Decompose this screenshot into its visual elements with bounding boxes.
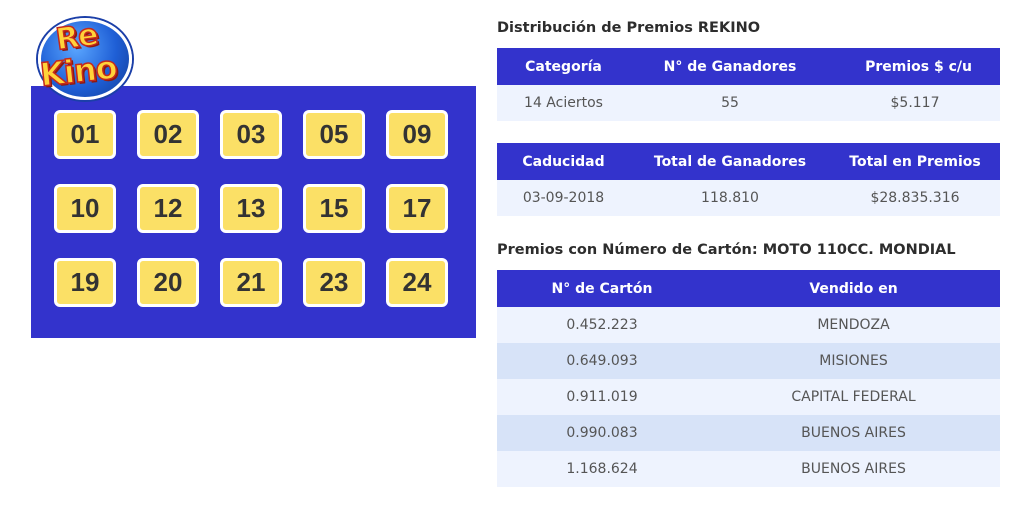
table-cell: MISIONES <box>707 343 1000 379</box>
table-cell: 03-09-2018 <box>497 180 630 216</box>
table-cell: MENDOZA <box>707 307 1000 343</box>
table-header-row: N° de Cartón Vendido en <box>497 270 1000 307</box>
column-header: Total de Ganadores <box>630 143 830 180</box>
column-header: Caducidad <box>497 143 630 180</box>
table-cell: 14 Aciertos <box>497 85 630 121</box>
table-row: 0.990.083 BUENOS AIRES <box>497 415 1000 451</box>
drawn-number: 19 <box>54 258 116 307</box>
drawn-number: 10 <box>54 184 116 233</box>
drawn-number: 23 <box>303 258 365 307</box>
drawn-number: 03 <box>220 110 282 159</box>
summary-table: Caducidad Total de Ganadores Total en Pr… <box>497 143 1000 216</box>
table-cell: 0.990.083 <box>497 415 707 451</box>
table-cell: 0.649.093 <box>497 343 707 379</box>
table-row: 1.168.624 BUENOS AIRES <box>497 451 1000 487</box>
carton-prizes-title: Premios con Número de Cartón: MOTO 110CC… <box>497 242 956 258</box>
drawn-numbers-board: 01 02 03 05 09 10 12 13 15 17 19 20 21 2… <box>31 86 476 338</box>
drawn-number: 17 <box>386 184 448 233</box>
table-row: 03-09-2018 118.810 $28.835.316 <box>497 180 1000 216</box>
table-cell: BUENOS AIRES <box>707 451 1000 487</box>
table-cell: 1.168.624 <box>497 451 707 487</box>
column-header: Total en Premios <box>830 143 1000 180</box>
drawn-number: 09 <box>386 110 448 159</box>
drawn-number: 02 <box>137 110 199 159</box>
drawn-number: 12 <box>137 184 199 233</box>
column-header: Premios $ c/u <box>830 48 1000 85</box>
table-cell: 118.810 <box>630 180 830 216</box>
logo-text-kino: Kino <box>37 47 119 94</box>
distribution-table: Categoría N° de Ganadores Premios $ c/u … <box>497 48 1000 121</box>
drawn-number: 01 <box>54 110 116 159</box>
distribution-title: Distribución de Premios REKINO <box>497 20 761 36</box>
table-cell: BUENOS AIRES <box>707 415 1000 451</box>
rekino-logo: Re Kino <box>36 17 132 100</box>
table-row: 0.452.223 MENDOZA <box>497 307 1000 343</box>
table-cell: $5.117 <box>830 85 1000 121</box>
drawn-number: 24 <box>386 258 448 307</box>
table-cell: 0.911.019 <box>497 379 707 415</box>
drawn-number: 21 <box>220 258 282 307</box>
table-row: 14 Aciertos 55 $5.117 <box>497 85 1000 121</box>
table-cell: 0.452.223 <box>497 307 707 343</box>
column-header: Categoría <box>497 48 630 85</box>
drawn-number: 15 <box>303 184 365 233</box>
table-header-row: Categoría N° de Ganadores Premios $ c/u <box>497 48 1000 85</box>
table-cell: CAPITAL FEDERAL <box>707 379 1000 415</box>
column-header: N° de Ganadores <box>630 48 830 85</box>
carton-prizes-table: N° de Cartón Vendido en 0.452.223 MENDOZ… <box>497 270 1000 487</box>
drawn-number: 05 <box>303 110 365 159</box>
drawn-number: 20 <box>137 258 199 307</box>
table-row: 0.649.093 MISIONES <box>497 343 1000 379</box>
column-header: Vendido en <box>707 270 1000 307</box>
column-header: N° de Cartón <box>497 270 707 307</box>
table-cell: 55 <box>630 85 830 121</box>
logo-badge <box>38 18 132 100</box>
table-header-row: Caducidad Total de Ganadores Total en Pr… <box>497 143 1000 180</box>
drawn-number: 13 <box>220 184 282 233</box>
table-cell: $28.835.316 <box>830 180 1000 216</box>
table-row: 0.911.019 CAPITAL FEDERAL <box>497 379 1000 415</box>
